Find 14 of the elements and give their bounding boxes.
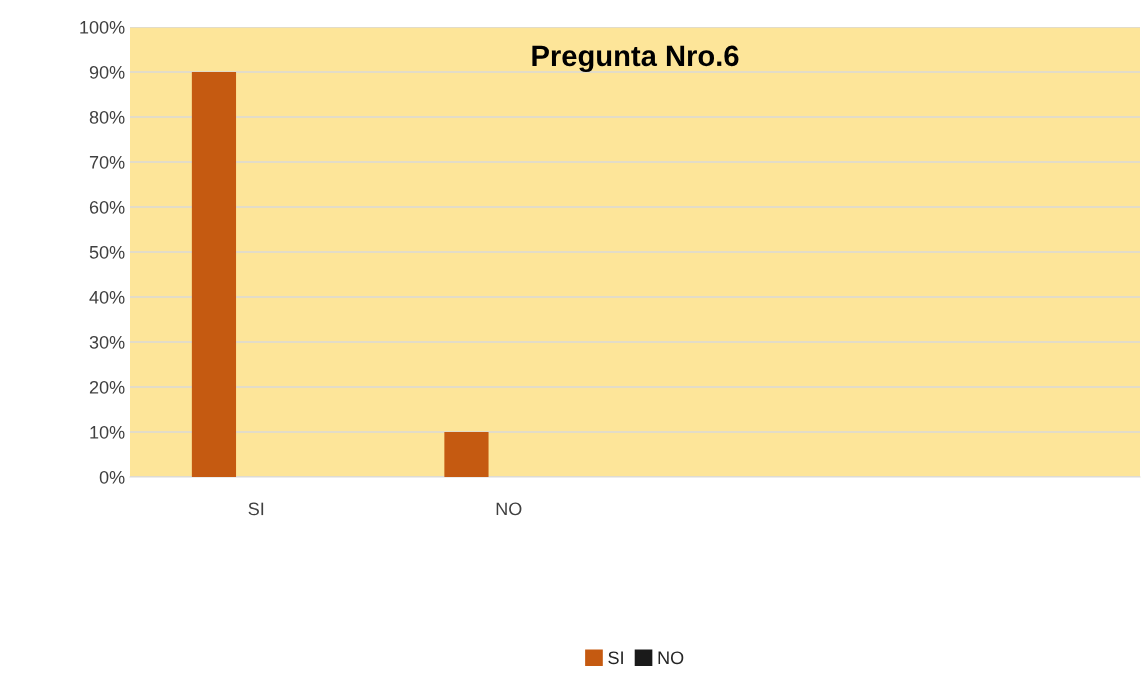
y-tick-label: 0% bbox=[99, 470, 125, 484]
y-tick-label: 80% bbox=[89, 110, 125, 124]
y-tick-label: 100% bbox=[80, 20, 125, 34]
y-tick-label: 60% bbox=[89, 200, 125, 214]
legend-label: SI bbox=[608, 651, 623, 665]
y-tick-label: 30% bbox=[89, 335, 125, 349]
y-tick-label: 70% bbox=[89, 155, 125, 169]
y-tick-label: 50% bbox=[89, 245, 125, 259]
y-tick-label: 10% bbox=[90, 425, 125, 439]
text: Pregunta Nro.6 bbox=[532, 45, 739, 73]
legend-label: NO bbox=[658, 651, 684, 665]
y-tick-label: 20% bbox=[89, 380, 125, 394]
y-tick-label: 90% bbox=[89, 65, 125, 79]
y-tick-label: 40% bbox=[89, 290, 125, 304]
